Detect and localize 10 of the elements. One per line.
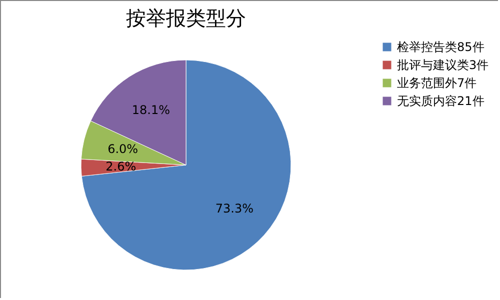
legend-label: 批评与建议类3件 [397,58,489,72]
chart-title: 按举报类型分 [126,6,246,30]
pie-slice [81,60,292,270]
data-label: 6.0% [108,142,138,156]
data-label: 18.1% [132,103,170,118]
data-label: 73.3% [215,202,254,216]
legend-label: 检举控告类85件 [397,40,484,54]
legend-label: 无实质内容21件 [397,94,484,108]
data-label: 2.6% [106,160,136,174]
legend-label: 业务范围外7件 [397,76,477,90]
